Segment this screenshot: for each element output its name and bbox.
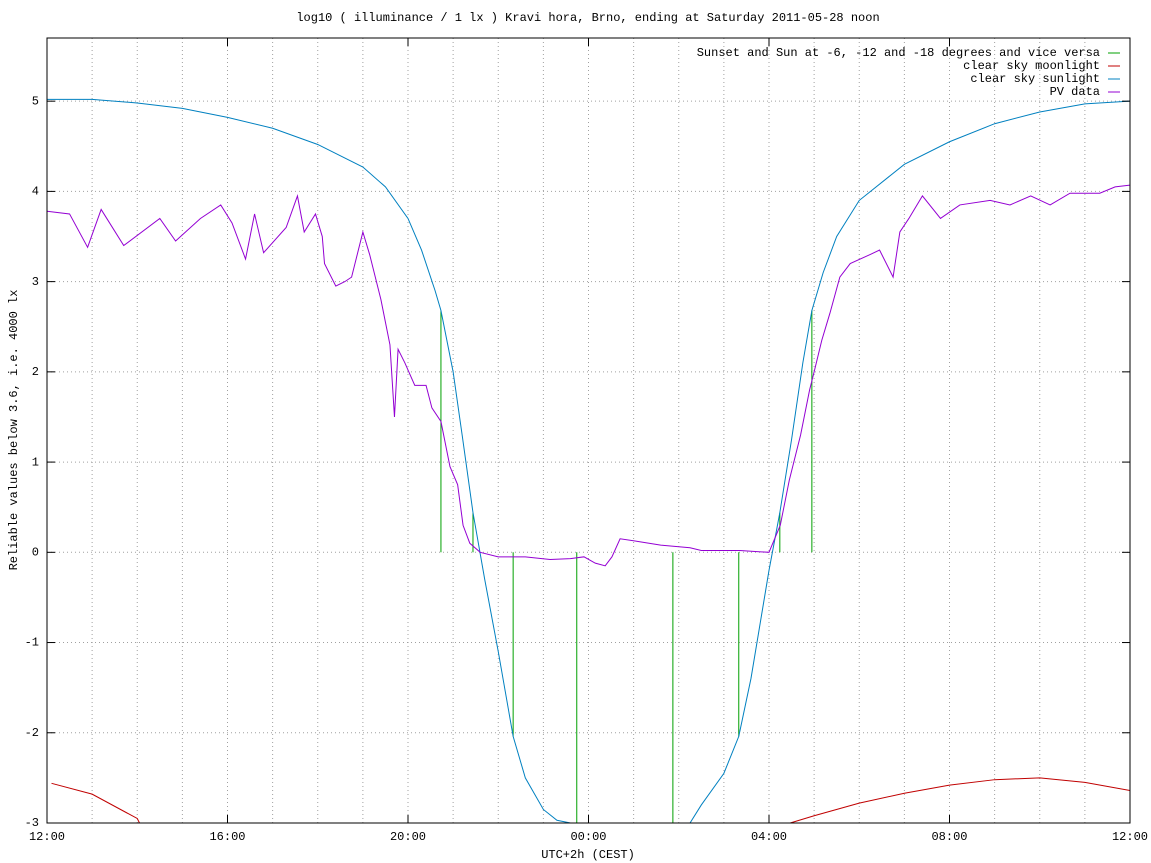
y-axis-label: Reliable values below 3.6, i.e. 4000 lx bbox=[7, 290, 21, 571]
y-tick-label: -2 bbox=[25, 726, 39, 740]
chart-title: log10 ( illuminance / 1 lx ) Kravi hora,… bbox=[296, 11, 879, 25]
series-line bbox=[47, 184, 1130, 567]
legend-label: Sunset and Sun at -6, -12 and -18 degree… bbox=[697, 46, 1100, 60]
x-axis-label: UTC+2h (CEST) bbox=[541, 848, 635, 862]
y-tick-label: -3 bbox=[25, 816, 39, 830]
y-tick-label: 3 bbox=[32, 275, 39, 289]
legend-label: clear sky sunlight bbox=[970, 72, 1100, 86]
x-tick-label: 08:00 bbox=[931, 830, 967, 844]
x-tick-label: 12:00 bbox=[29, 830, 65, 844]
axis-ticks: -3 -2 -1 0 1 2 3 4 5 12:00 16:00 20:00 00:00 04:00 08:… bbox=[25, 38, 1148, 844]
grid bbox=[46, 38, 1131, 824]
series-line bbox=[790, 777, 1130, 823]
x-tick-label: 16:00 bbox=[209, 830, 245, 844]
y-tick-label: -1 bbox=[25, 636, 39, 650]
x-tick-label: 00:00 bbox=[570, 830, 606, 844]
series-line bbox=[51, 782, 140, 823]
legend: Sunset and Sun at -6, -12 and -18 degree… bbox=[697, 46, 1120, 99]
series-line bbox=[47, 98, 571, 823]
legend-label: PV data bbox=[1050, 85, 1100, 99]
y-tick-label: 1 bbox=[32, 455, 39, 469]
y-tick-label: 5 bbox=[32, 94, 39, 108]
plot-area bbox=[47, 98, 1130, 823]
y-tick-label: 4 bbox=[32, 185, 39, 199]
x-tick-label: 12:00 bbox=[1112, 830, 1148, 844]
series-line bbox=[689, 100, 1130, 823]
legend-label: clear sky moonlight bbox=[963, 59, 1100, 73]
y-tick-label: 0 bbox=[32, 545, 39, 559]
x-tick-label: 04:00 bbox=[751, 830, 787, 844]
y-tick-label: 2 bbox=[32, 365, 39, 379]
x-tick-label: 20:00 bbox=[390, 830, 426, 844]
